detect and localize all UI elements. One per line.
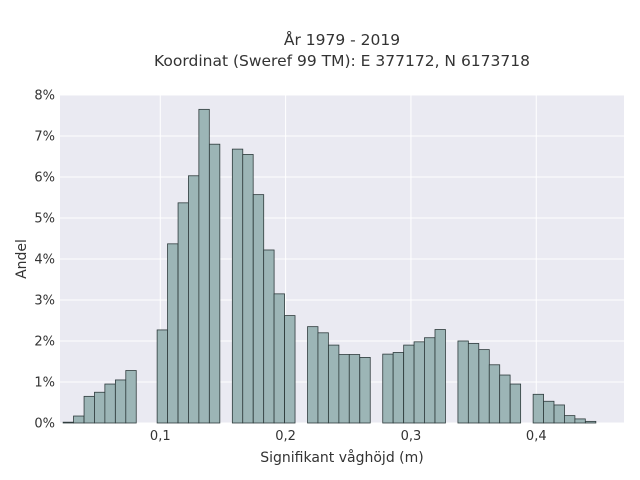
histogram-bar <box>104 383 116 424</box>
histogram-bar <box>457 340 469 424</box>
x-tick-label: 0,4 <box>526 429 547 444</box>
y-tick-label: 2% <box>34 335 55 350</box>
y-tick-label: 5% <box>34 212 55 227</box>
histogram-bar <box>467 343 480 424</box>
histogram-bar <box>252 194 265 424</box>
histogram-bar <box>584 420 597 424</box>
histogram-bar <box>198 108 210 424</box>
x-tick-labels: 0,1 0,2 0,3 0,4 <box>150 429 547 444</box>
histogram-bar <box>208 143 221 424</box>
histogram-bar <box>307 326 319 424</box>
histogram-bar <box>114 379 127 424</box>
histogram-bar <box>488 364 501 424</box>
histogram-bar <box>532 393 544 424</box>
histogram-bar <box>382 353 394 424</box>
x-tick-label: 0,3 <box>401 429 422 444</box>
x-axis-label: Signifikant våghöjd (m) <box>260 449 423 466</box>
chart-title: År 1979 - 2019 <box>284 30 400 49</box>
histogram-bar <box>434 329 446 424</box>
histogram-bar <box>478 349 490 424</box>
histogram-bar <box>328 344 340 424</box>
histogram-bar <box>392 352 404 424</box>
x-tick-label: 0,1 <box>150 429 171 444</box>
histogram-bar <box>413 341 425 424</box>
x-tick-label: 0,2 <box>275 429 296 444</box>
histogram-bar <box>574 418 586 424</box>
histogram-bar <box>317 332 329 424</box>
bars-group <box>62 108 597 424</box>
y-tick-label: 4% <box>34 253 55 268</box>
y-tick-label: 6% <box>34 171 55 186</box>
y-axis-label: Andel <box>14 239 30 279</box>
histogram-bar <box>94 391 106 424</box>
y-tick-label: 0% <box>34 417 55 432</box>
y-tick-label: 3% <box>34 294 55 309</box>
histogram-bar <box>273 293 285 424</box>
histogram-bar <box>359 356 371 424</box>
histogram-bar <box>338 354 350 424</box>
histogram-bar <box>231 148 244 424</box>
histogram-bar <box>83 395 95 424</box>
histogram-bar <box>509 383 522 424</box>
y-tick-label: 7% <box>34 130 55 145</box>
histogram-bar <box>348 354 361 424</box>
histogram-bar <box>263 249 275 424</box>
histogram-bar <box>543 400 555 424</box>
histogram-bar <box>73 415 85 424</box>
chart-subtitle: Koordinat (Sweref 99 TM): E 377172, N 61… <box>154 52 530 70</box>
histogram-bar <box>499 374 511 424</box>
histogram-bar <box>62 421 74 424</box>
y-tick-label: 8% <box>34 89 55 104</box>
histogram-bar <box>167 243 179 424</box>
histogram-bar <box>403 344 415 424</box>
histogram-bar <box>242 154 254 424</box>
histogram-bar <box>156 329 168 424</box>
histogram-bar <box>177 202 189 424</box>
histogram-bar <box>188 175 200 424</box>
histogram-bar <box>553 404 565 424</box>
histogram-bar <box>564 415 576 424</box>
y-tick-label: 1% <box>34 376 55 391</box>
histogram-bar <box>125 370 137 424</box>
y-tick-labels: 0% 1% 2% 3% 4% 5% 6% 7% 8% <box>34 89 55 432</box>
histogram-bar <box>284 315 296 424</box>
histogram-bar <box>424 337 436 424</box>
